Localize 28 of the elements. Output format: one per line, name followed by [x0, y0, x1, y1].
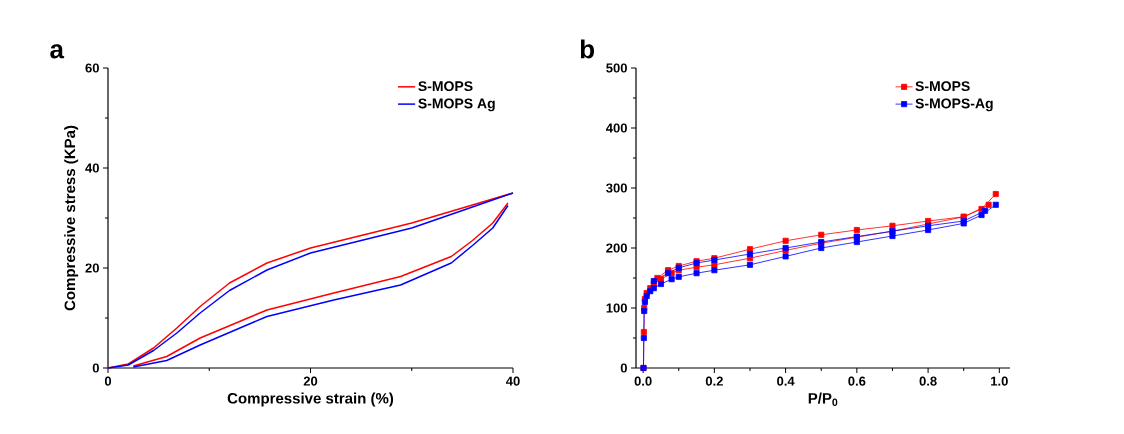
y-tick-label: 100	[606, 303, 627, 313]
legend-label: S-MOPS	[915, 81, 970, 92]
text: b	[580, 39, 595, 59]
y-tick-label: 500	[606, 63, 627, 73]
x-tick-label: 40	[505, 376, 520, 386]
x-tick-label: 20	[303, 376, 318, 386]
y-tick-label: 0	[92, 363, 99, 373]
x-tick-label: 0.4	[777, 376, 795, 386]
legend-label: S-MOPS Ag	[418, 98, 495, 112]
y-tick-label: 0	[620, 363, 627, 373]
x-tick-label: 0	[104, 376, 112, 386]
x-tick-label: 0.2	[705, 376, 723, 386]
y-tick-label: 60	[85, 63, 99, 73]
x-tick-label: 0.6	[848, 376, 866, 386]
y-axis-title: Compressive stress (KPa)	[64, 125, 79, 311]
x-tick-label: 0.0	[634, 376, 652, 386]
y-tick-label: 300	[606, 183, 627, 193]
x-axis-title: Compressive strain (%)	[227, 392, 394, 407]
y-tick-label: 200	[606, 243, 627, 253]
text: a	[50, 44, 65, 59]
x-tick-label: 0.8	[919, 376, 937, 386]
legend-label: S-MOPS	[418, 81, 473, 92]
y-tick-label: 20	[85, 263, 99, 273]
y-tick-label: 400	[605, 123, 627, 133]
y-tick-label: 40	[85, 163, 99, 173]
x-tick-label: 1.0	[991, 376, 1008, 386]
legend-label: S-MOPS-Ag	[915, 98, 993, 112]
x-axis-title: P/P$_{0}$	[808, 392, 838, 406]
